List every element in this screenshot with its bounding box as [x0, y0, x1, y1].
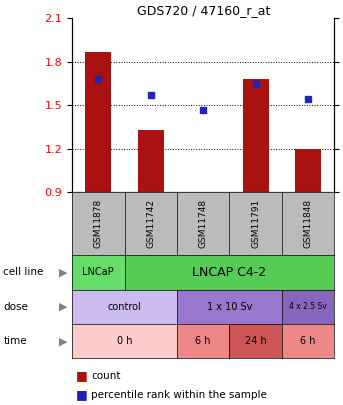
- Text: 0 h: 0 h: [117, 336, 132, 346]
- Text: cell line: cell line: [3, 267, 44, 277]
- Text: control: control: [108, 302, 141, 312]
- Bar: [295, 149, 321, 192]
- Text: 6 h: 6 h: [300, 336, 316, 346]
- Text: GSM11878: GSM11878: [94, 199, 103, 248]
- Text: ▶: ▶: [59, 336, 68, 346]
- Text: GSM11848: GSM11848: [304, 199, 313, 248]
- Bar: [138, 130, 164, 192]
- Text: GSM11748: GSM11748: [199, 199, 208, 248]
- Bar: [243, 79, 269, 192]
- Text: 1 x 10 Sv: 1 x 10 Sv: [207, 302, 252, 312]
- Text: ▶: ▶: [59, 302, 68, 312]
- Bar: [85, 51, 111, 192]
- Text: LNCaP: LNCaP: [82, 267, 114, 277]
- Text: GSM11791: GSM11791: [251, 199, 260, 248]
- Title: GDS720 / 47160_r_at: GDS720 / 47160_r_at: [137, 4, 270, 17]
- Text: 4 x 2.5 Sv: 4 x 2.5 Sv: [289, 302, 327, 311]
- Text: GSM11742: GSM11742: [146, 199, 155, 248]
- Text: dose: dose: [3, 302, 28, 312]
- Text: ■: ■: [75, 388, 87, 401]
- Text: 6 h: 6 h: [196, 336, 211, 346]
- Text: count: count: [91, 371, 120, 381]
- Text: percentile rank within the sample: percentile rank within the sample: [91, 390, 267, 400]
- Text: ■: ■: [75, 369, 87, 382]
- Text: 24 h: 24 h: [245, 336, 267, 346]
- Text: LNCAP C4-2: LNCAP C4-2: [192, 266, 267, 279]
- Text: time: time: [3, 336, 27, 346]
- Text: ▶: ▶: [59, 267, 68, 277]
